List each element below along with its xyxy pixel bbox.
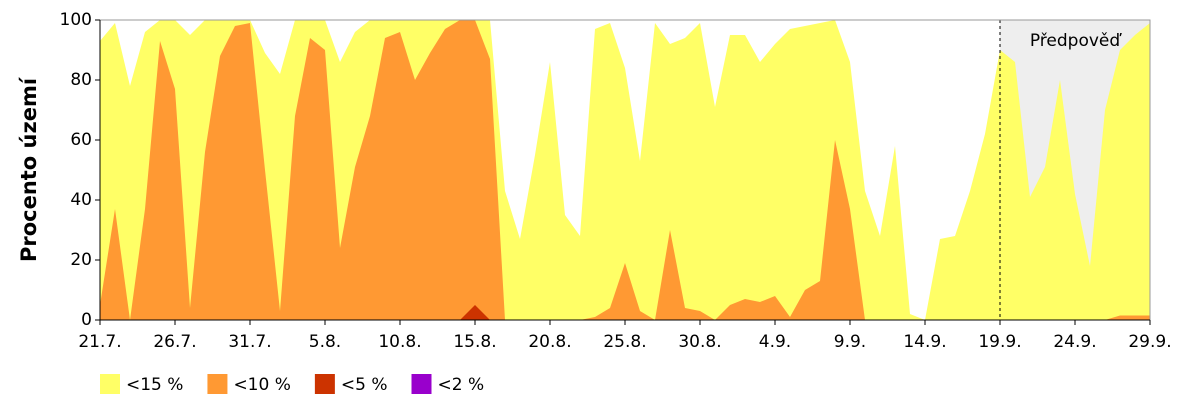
x-tick-label: 14.9. — [903, 332, 946, 352]
y-axis-label: Procento území — [17, 76, 41, 262]
y-tick-label: 60 — [70, 130, 92, 150]
y-tick-label: 100 — [60, 10, 92, 30]
x-tick-label: 19.9. — [978, 332, 1021, 352]
x-tick-label: 10.8. — [378, 332, 421, 352]
area — [100, 20, 1150, 320]
legend-label: <10 % — [233, 375, 290, 395]
x-tick-label: 30.8. — [678, 332, 721, 352]
x-tick-label: 25.8. — [603, 332, 646, 352]
y-tick-label: 0 — [81, 310, 92, 330]
x-tick-label: 20.8. — [528, 332, 571, 352]
x-tick-label: 26.7. — [153, 332, 196, 352]
legend-swatch — [411, 374, 432, 394]
legend-label: <5 % — [341, 375, 388, 395]
legend-swatch — [207, 374, 228, 394]
y-tick-label: 40 — [70, 190, 92, 210]
x-tick-label: 31.7. — [228, 332, 271, 352]
legend-label: <2 % — [438, 375, 485, 395]
x-tick-label: 15.8. — [453, 332, 496, 352]
x-tick-label: 24.9. — [1053, 332, 1096, 352]
x-tick-label: 29.9. — [1128, 332, 1171, 352]
y-tick-label: 80 — [70, 70, 92, 90]
y-tick-label: 20 — [70, 250, 92, 270]
legend-swatch — [314, 374, 335, 394]
x-tick-label: 21.7. — [78, 332, 121, 352]
x-tick-label: 5.8. — [309, 332, 341, 352]
legend-label: <15 % — [126, 375, 183, 395]
forecast-label: Předpověď — [1030, 31, 1123, 51]
x-tick-label: 4.9. — [759, 332, 791, 352]
x-tick-label: 9.9. — [834, 332, 866, 352]
legend-swatch — [100, 374, 120, 394]
